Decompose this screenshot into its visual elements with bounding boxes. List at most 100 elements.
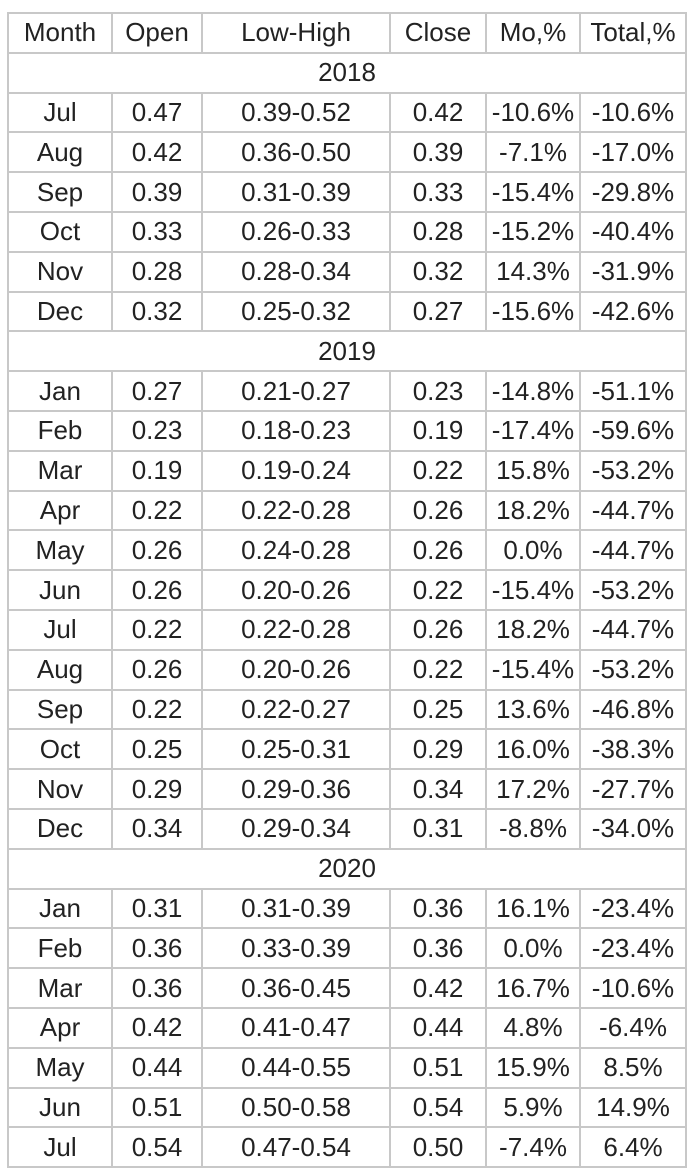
row-low-high: 0.47-0.54: [201, 1126, 391, 1169]
table-row: Dec 0.32 0.25-0.32 0.27 -15.6% -42.6%: [7, 290, 687, 333]
year-row: 2019: [7, 330, 687, 373]
table-row: Jun 0.51 0.50-0.58 0.54 5.9% 14.9%: [7, 1086, 687, 1129]
row-total-change: -44.7%: [579, 608, 687, 651]
table-row: Apr 0.22 0.22-0.28 0.26 18.2% -44.7%: [7, 489, 687, 532]
row-open: 0.28: [111, 250, 203, 293]
row-month: Nov: [7, 768, 113, 810]
row-month: Oct: [7, 728, 113, 771]
row-total-change: -44.7%: [579, 489, 687, 532]
row-low-high: 0.24-0.28: [201, 529, 391, 572]
row-close: 0.26: [389, 489, 487, 532]
table-row: Jun 0.26 0.20-0.26 0.22 -15.4% -53.2%: [7, 569, 687, 611]
row-close: 0.39: [389, 131, 487, 174]
row-close: 0.36: [389, 927, 487, 970]
row-low-high: 0.50-0.58: [201, 1086, 391, 1129]
row-open: 0.34: [111, 807, 203, 850]
row-open: 0.31: [111, 887, 203, 930]
row-open: 0.27: [111, 370, 203, 412]
table-row: Apr 0.42 0.41-0.47 0.44 4.8% -6.4%: [7, 1006, 687, 1049]
row-monthly-change: 17.2%: [485, 768, 581, 810]
row-low-high: 0.22-0.28: [201, 489, 391, 532]
row-low-high: 0.20-0.26: [201, 569, 391, 611]
row-month: Aug: [7, 131, 113, 174]
row-monthly-change: -15.4%: [485, 171, 581, 213]
row-total-change: -40.4%: [579, 210, 687, 253]
table-row: Feb 0.36 0.33-0.39 0.36 0.0% -23.4%: [7, 927, 687, 970]
row-total-change: -31.9%: [579, 250, 687, 293]
row-low-high: 0.18-0.23: [201, 409, 391, 452]
row-low-high: 0.39-0.52: [201, 91, 391, 134]
row-open: 0.19: [111, 449, 203, 492]
table-row: Sep 0.39 0.31-0.39 0.33 -15.4% -29.8%: [7, 171, 687, 213]
row-open: 0.26: [111, 648, 203, 691]
row-close: 0.29: [389, 728, 487, 771]
row-open: 0.36: [111, 967, 203, 1009]
row-total-change: -44.7%: [579, 529, 687, 572]
row-total-change: -10.6%: [579, 91, 687, 134]
table-row: Mar 0.19 0.19-0.24 0.22 15.8% -53.2%: [7, 449, 687, 492]
row-month: May: [7, 1046, 113, 1089]
row-monthly-change: 13.6%: [485, 688, 581, 731]
row-monthly-change: 16.7%: [485, 967, 581, 1009]
row-month: Jul: [7, 608, 113, 651]
row-low-high: 0.36-0.45: [201, 967, 391, 1009]
row-open: 0.42: [111, 131, 203, 174]
row-total-change: 6.4%: [579, 1126, 687, 1169]
row-monthly-change: -15.6%: [485, 290, 581, 333]
row-close: 0.42: [389, 91, 487, 134]
row-close: 0.51: [389, 1046, 487, 1089]
row-monthly-change: -7.1%: [485, 131, 581, 174]
row-month: Jan: [7, 370, 113, 412]
row-close: 0.19: [389, 409, 487, 452]
row-total-change: -38.3%: [579, 728, 687, 771]
row-month: Jun: [7, 1086, 113, 1129]
row-monthly-change: 16.1%: [485, 887, 581, 930]
row-total-change: -51.1%: [579, 370, 687, 412]
row-open: 0.39: [111, 171, 203, 213]
row-close: 0.28: [389, 210, 487, 253]
row-monthly-change: -17.4%: [485, 409, 581, 452]
table-row: May 0.26 0.24-0.28 0.26 0.0% -44.7%: [7, 529, 687, 572]
row-total-change: -42.6%: [579, 290, 687, 333]
header-month: Month: [7, 12, 113, 54]
row-close: 0.42: [389, 967, 487, 1009]
row-close: 0.33: [389, 171, 487, 213]
row-monthly-change: 18.2%: [485, 608, 581, 651]
row-monthly-change: -15.4%: [485, 648, 581, 691]
row-month: Apr: [7, 489, 113, 532]
row-total-change: -29.8%: [579, 171, 687, 213]
row-month: Jun: [7, 569, 113, 611]
row-low-high: 0.29-0.36: [201, 768, 391, 810]
row-open: 0.51: [111, 1086, 203, 1129]
row-low-high: 0.21-0.27: [201, 370, 391, 412]
row-open: 0.42: [111, 1006, 203, 1049]
row-total-change: -23.4%: [579, 927, 687, 970]
row-close: 0.44: [389, 1006, 487, 1049]
row-month: Oct: [7, 210, 113, 253]
row-total-change: -27.7%: [579, 768, 687, 810]
table-row: Sep 0.22 0.22-0.27 0.25 13.6% -46.8%: [7, 688, 687, 731]
table-row: Aug 0.42 0.36-0.50 0.39 -7.1% -17.0%: [7, 131, 687, 174]
row-close: 0.50: [389, 1126, 487, 1169]
table-row: Jul 0.47 0.39-0.52 0.42 -10.6% -10.6%: [7, 91, 687, 134]
row-month: Jan: [7, 887, 113, 930]
row-monthly-change: 15.9%: [485, 1046, 581, 1089]
row-open: 0.54: [111, 1126, 203, 1169]
row-total-change: -6.4%: [579, 1006, 687, 1049]
row-monthly-change: -7.4%: [485, 1126, 581, 1169]
row-month: Nov: [7, 250, 113, 293]
row-open: 0.36: [111, 927, 203, 970]
row-open: 0.44: [111, 1046, 203, 1089]
row-month: Feb: [7, 927, 113, 970]
row-open: 0.33: [111, 210, 203, 253]
row-open: 0.25: [111, 728, 203, 771]
row-monthly-change: 0.0%: [485, 927, 581, 970]
row-month: Jul: [7, 91, 113, 134]
year-row: 2018: [7, 51, 687, 94]
table-row: Nov 0.29 0.29-0.36 0.34 17.2% -27.7%: [7, 768, 687, 810]
header-total-change: Total,%: [579, 12, 687, 54]
row-close: 0.26: [389, 529, 487, 572]
row-monthly-change: 4.8%: [485, 1006, 581, 1049]
row-low-high: 0.25-0.31: [201, 728, 391, 771]
row-low-high: 0.44-0.55: [201, 1046, 391, 1089]
